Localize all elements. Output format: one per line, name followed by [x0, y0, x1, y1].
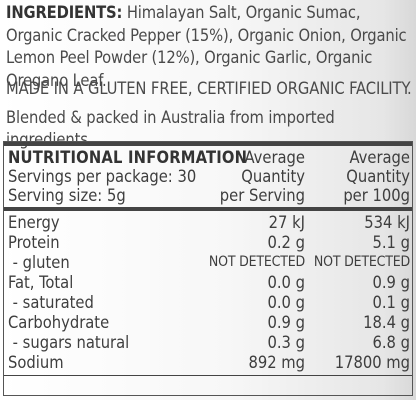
serving-size: Serving size: 5g — [8, 186, 126, 205]
nutrient-name: Fat, Total — [8, 273, 74, 292]
col1-header-line1: Average — [244, 148, 305, 167]
ingredients-paragraph: INGREDIENTS: Himalayan Salt, Organic Sum… — [6, 2, 414, 92]
nutrient-name: Protein — [8, 233, 60, 252]
top-rule — [4, 142, 412, 146]
ingredients-heading: INGREDIENTS: — [6, 3, 123, 22]
facility-statement: MADE IN A GLUTEN FREE, CERTIFIED ORGANIC… — [6, 79, 412, 98]
per-100g-value: 5.1 g — [372, 233, 411, 252]
nutrient-name: - sugars natural — [8, 333, 130, 352]
nutrition-panel: NUTRITIONAL INFORMATION Average Average … — [3, 141, 413, 396]
per-100g-value: NOT DETECTED — [313, 254, 410, 270]
per-100g-value: 534 kJ — [364, 213, 410, 232]
per-serving-value: NOT DETECTED — [208, 254, 305, 270]
per-100g-value: 17800 mg — [334, 353, 410, 372]
nutrient-name: - gluten — [8, 253, 70, 272]
nutrient-name: - saturated — [8, 293, 94, 312]
per-100g-value: 0.1 g — [372, 293, 411, 312]
per-serving-value: 27 kJ — [268, 213, 305, 232]
col1-header-line2: Quantity — [241, 167, 305, 186]
nutrient-name: Sodium — [8, 353, 64, 372]
ingredients-text: Himalayan Salt, Organic Sumac, Organic C… — [6, 3, 407, 90]
per-100g-value: 0.9 g — [372, 273, 411, 292]
nutrition-title: NUTRITIONAL INFORMATION — [8, 148, 248, 167]
per-serving-value: 0.3 g — [267, 333, 306, 352]
per-serving-value: 0.9 g — [267, 313, 306, 332]
bottom-rule — [4, 375, 412, 376]
col1-header-line3: per Serving — [219, 186, 305, 205]
per-serving-value: 892 mg — [248, 353, 305, 372]
per-serving-value: 0.0 g — [267, 293, 306, 312]
servings-per-package: Servings per package: 30 — [8, 167, 197, 186]
per-serving-value: 0.2 g — [267, 233, 306, 252]
nutrient-name: Carbohydrate — [8, 313, 110, 332]
per-serving-value: 0.0 g — [267, 273, 306, 292]
col2-header-line1: Average — [349, 148, 410, 167]
per-100g-value: 6.8 g — [372, 333, 411, 352]
nutrient-name: Energy — [8, 213, 60, 232]
per-100g-value: 18.4 g — [363, 313, 410, 332]
col2-header-line2: Quantity — [346, 167, 410, 186]
col2-header-line3: per 100g — [343, 186, 410, 205]
header-divider-rule — [4, 207, 412, 211]
